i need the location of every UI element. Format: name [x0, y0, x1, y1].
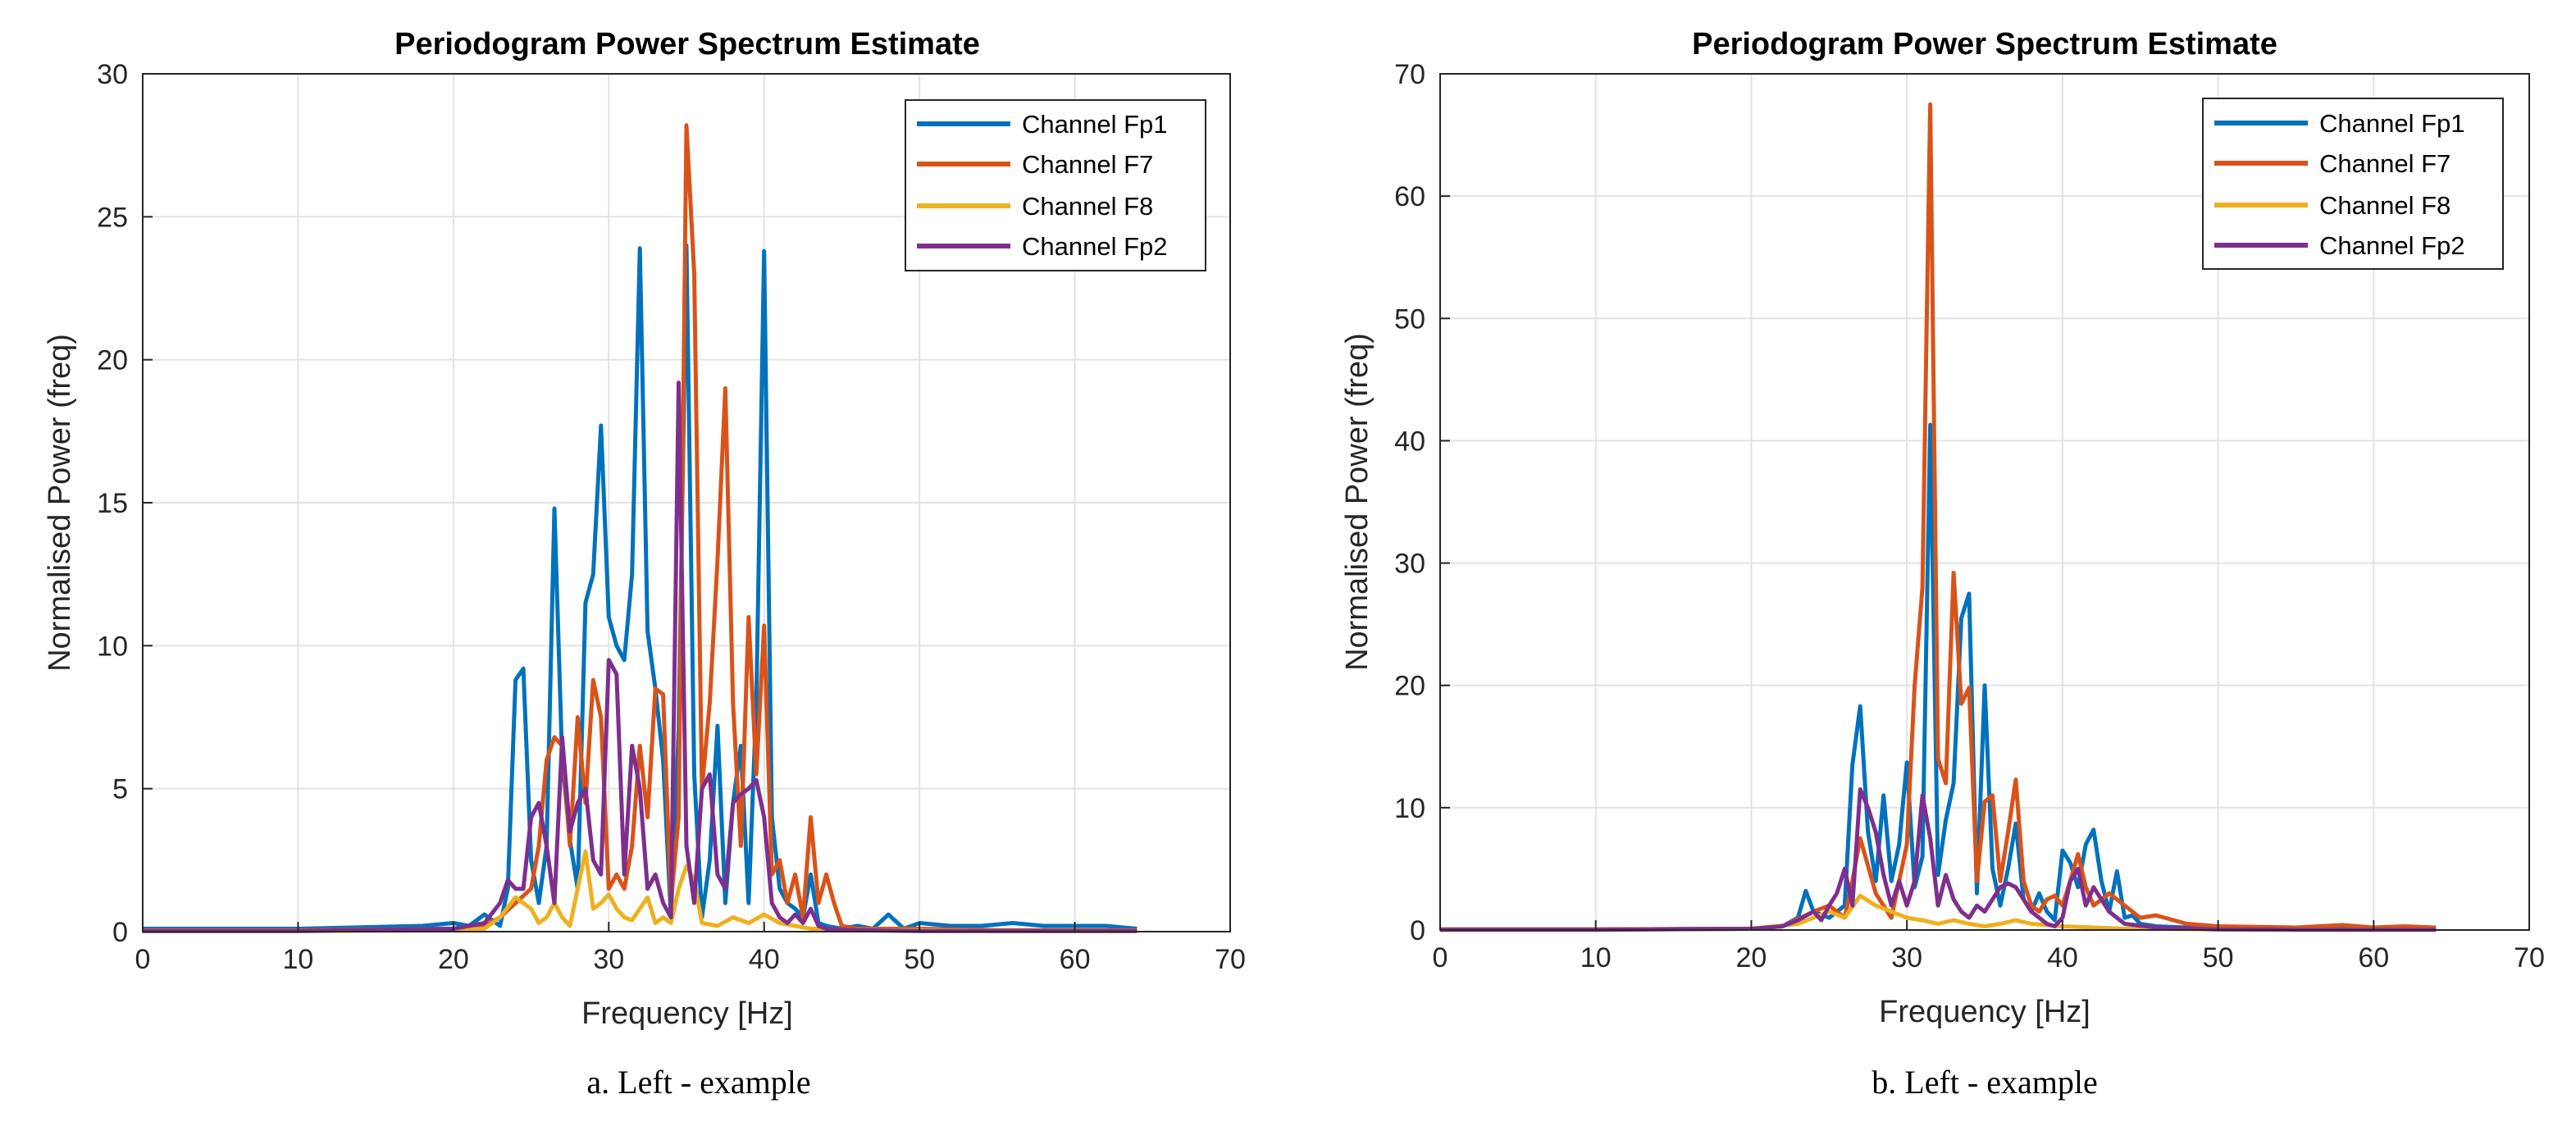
chart-a-ytick-label: 25	[97, 202, 128, 233]
chart-a-xtick-label: 60	[1060, 944, 1091, 975]
chart-b-ytick-label: 70	[1394, 59, 1425, 90]
chart-a-legend-box	[905, 99, 1206, 271]
chart-a-ytick-label: 0	[112, 917, 128, 948]
chart-a-ylabel: Normalised Power (freq)	[43, 334, 77, 672]
chart-b-xtick-label: 50	[2203, 942, 2234, 973]
chart-a-title: Periodogram Power Spectrum Estimate	[394, 27, 980, 62]
chart-b-xtick-label: 60	[2358, 942, 2389, 973]
chart-b-legend-label-f8: Channel F8	[2319, 191, 2451, 220]
chart-b-ytick-label: 60	[1394, 181, 1425, 212]
chart-b-plot-frame	[1439, 73, 2530, 931]
chart-b-xtick-label: 70	[2514, 942, 2545, 973]
chart-a-legend: Channel Fp1 Channel F7 Channel F8 Channe…	[905, 99, 1206, 271]
chart-b: Periodogram Power Spectrum Estimate 0 10 2…	[1340, 27, 2545, 1101]
chart-a-caption: a. Left - example	[586, 1064, 810, 1101]
chart-a-ytick-label: 5	[112, 774, 128, 805]
chart-a-xtick-label: 40	[749, 944, 780, 975]
chart-a-ytick-label: 15	[97, 488, 128, 519]
chart-a-legend-label-f8: Channel F8	[1022, 192, 1153, 221]
chart-b-series-fp2	[1440, 787, 2437, 932]
chart-b-xtick-label: 20	[1736, 942, 1767, 973]
chart-b-ytick-label: 50	[1394, 303, 1425, 335]
chart-a-xtick-label: 50	[904, 944, 935, 975]
chart-a-legend-label-fp2: Channel Fp2	[1022, 232, 1168, 261]
chart-a-xtick-label: 0	[135, 944, 151, 975]
chart-a-series-fp2	[143, 381, 1138, 933]
chart-a-series-fp1	[143, 243, 1138, 931]
chart-a-series	[143, 123, 1138, 933]
chart-a-legend-label-fp1: Channel Fp1	[1022, 110, 1168, 139]
chart-a-series-f7	[143, 123, 1138, 932]
chart-b-caption: b. Left - example	[1872, 1064, 2097, 1101]
chart-b-xtick-label: 40	[2047, 942, 2078, 973]
chart-b-legend: Channel Fp1 Channel F7 Channel F8 Channe…	[2202, 98, 2504, 270]
chart-b-ytick-label: 0	[1410, 915, 1425, 946]
chart-b-xtick-label: 30	[1891, 942, 1922, 973]
chart-a-ytick-label: 10	[97, 631, 128, 662]
chart-a-legend-label-f7: Channel F7	[1022, 150, 1153, 179]
chart-a-ytick-label: 30	[97, 59, 128, 90]
chart-b-ytick-label: 30	[1394, 549, 1425, 580]
chart-a-xtick-label: 30	[593, 944, 624, 975]
chart-b-series	[1440, 102, 2437, 932]
chart-b-ytick-label: 40	[1394, 426, 1425, 457]
chart-b-series-fp1	[1440, 422, 2437, 932]
chart-b-xlabel: Frequency [Hz]	[1879, 995, 2090, 1029]
chart-a-series-f8	[143, 849, 1138, 933]
chart-b-ticks: 0 10 20 30 40 50 60 70 0 10 20 30 40 50 60 70	[1394, 59, 2545, 973]
chart-a-xlabel: Frequency [Hz]	[581, 996, 793, 1031]
chart-b-ytick-label: 20	[1394, 671, 1425, 702]
chart-b-xtick-label: 0	[1433, 942, 1448, 973]
chart-b-legend-label-fp1: Channel Fp1	[2319, 109, 2465, 138]
chart-b-legend-label-f7: Channel F7	[2319, 149, 2451, 178]
chart-b-legend-label-fp2: Channel Fp2	[2319, 231, 2465, 260]
chart-a-xtick-label: 10	[283, 944, 314, 975]
chart-b-xtick-label: 10	[1580, 942, 1612, 973]
chart-a-xtick-label: 20	[438, 944, 469, 975]
chart-b-ylabel: Normalised Power (freq)	[1340, 333, 1375, 671]
chart-a-ticks: 0 10 20 30 40 50 60 70 0 5 10 15 20 25 30	[97, 59, 1246, 975]
chart-b-ytick-label: 10	[1394, 793, 1425, 824]
chart-a-ytick-label: 20	[97, 345, 128, 376]
chart-b-legend-box	[2202, 98, 2504, 270]
chart-a-xtick-label: 70	[1215, 944, 1246, 975]
chart-a: Periodogram Power Spectrum Estimate 0 10 2…	[43, 27, 1246, 1101]
chart-b-title: Periodogram Power Spectrum Estimate	[1692, 27, 2277, 62]
